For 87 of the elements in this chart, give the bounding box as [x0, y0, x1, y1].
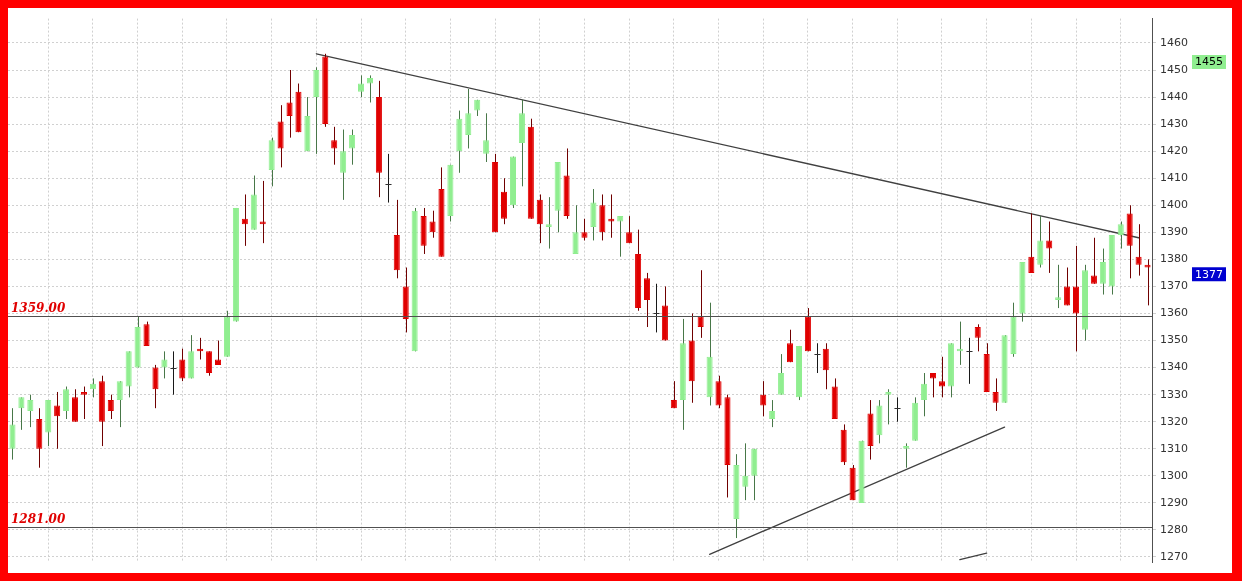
candlestick: [1064, 267, 1071, 306]
y-tick-label: 1400: [1160, 198, 1189, 212]
candlestick: [581, 218, 588, 241]
candlestick: [590, 188, 597, 241]
candlestick: [572, 204, 579, 255]
candlestick: [483, 112, 490, 163]
candlestick: [429, 210, 436, 239]
candlestick: [340, 129, 347, 201]
candlestick: [1090, 237, 1097, 285]
y-tick-label: 1370: [1160, 279, 1189, 293]
candlestick: [107, 394, 114, 420]
y-tick-label: 1280: [1160, 522, 1189, 536]
candlestick: [71, 388, 79, 423]
text: 1455: [1195, 55, 1224, 69]
candlestick: [179, 348, 186, 382]
y-tick-label: 1290: [1160, 495, 1189, 509]
candlestick: [206, 350, 213, 377]
candlestick: [822, 342, 829, 390]
y-tick-label: 1330: [1160, 387, 1189, 401]
candlestick: [644, 272, 651, 328]
y-tick-label: 1270: [1160, 549, 1189, 563]
candlestick: [286, 69, 293, 139]
candlestick: [626, 215, 633, 244]
candlestick: [384, 153, 393, 204]
candlestick: [536, 193, 543, 244]
y-tick-label: 1410: [1160, 171, 1189, 185]
candlestick: [652, 283, 661, 333]
candlestick: [214, 340, 222, 366]
candlestick: [715, 375, 722, 409]
candlestick: [465, 88, 472, 149]
candlestick: [152, 364, 159, 409]
candlestick: [787, 329, 794, 363]
candlestick: [161, 350, 168, 379]
y-tick-label: 1390: [1160, 225, 1189, 239]
candlestick: [769, 399, 776, 428]
y-tick-label: 1300: [1160, 468, 1189, 482]
candlestick: [903, 442, 910, 469]
candlestick: [885, 388, 892, 425]
y-tick-label: 1360: [1160, 306, 1189, 320]
candlestick: [18, 396, 25, 431]
candlestick: [608, 193, 615, 239]
candlestick: [617, 215, 624, 258]
candlestick: [349, 129, 356, 166]
y-tick-label: 1440: [1160, 89, 1189, 103]
text: 1377: [1195, 267, 1224, 281]
y-tick-label: 1430: [1160, 116, 1189, 130]
candlestick: [63, 386, 70, 420]
candlestick: [921, 372, 928, 417]
candlestick: [27, 394, 34, 428]
ref-line-label: 1281.00: [11, 511, 66, 526]
candlestick: [778, 353, 785, 396]
candlestick: [1144, 258, 1151, 306]
candlestick: [1028, 212, 1035, 274]
candlestick: [143, 321, 150, 347]
candlestick: [357, 74, 365, 98]
candlestick: [965, 337, 974, 385]
y-tick-label: 1460: [1160, 35, 1189, 49]
y-tick-label: 1450: [1160, 62, 1189, 76]
candlestick: [366, 74, 374, 103]
candlestick: [1135, 223, 1142, 277]
candlestick: [80, 386, 88, 420]
candlestick: [670, 380, 677, 409]
candlestick: [1046, 221, 1053, 274]
y-tick-label: 1380: [1160, 252, 1189, 266]
candlestick: [813, 342, 822, 374]
candlestick: [116, 380, 123, 428]
ref-line-label: 1359.00: [11, 300, 66, 315]
candlestick: [331, 126, 338, 166]
candlestick: [1099, 248, 1106, 296]
candlestick: [54, 391, 61, 450]
candlestick: [1055, 264, 1062, 309]
candlestick: [1037, 215, 1044, 268]
y-tick-label: 1310: [1160, 441, 1189, 455]
candlestick: [169, 350, 178, 396]
y-tick-label: 1340: [1160, 360, 1189, 374]
y-tick-label: 1350: [1160, 333, 1189, 347]
candlestick: [742, 442, 749, 501]
candlestick: [697, 269, 704, 339]
candlestick: [545, 196, 552, 250]
candlestick: [992, 377, 999, 412]
y-tick-label: 1420: [1160, 144, 1189, 158]
candlestick: [1117, 221, 1124, 250]
candlestick: [938, 356, 946, 398]
y-tick-label: 1320: [1160, 414, 1189, 428]
candlestick: [9, 407, 16, 461]
candlestick: [974, 323, 981, 352]
candlestick: [893, 396, 902, 423]
